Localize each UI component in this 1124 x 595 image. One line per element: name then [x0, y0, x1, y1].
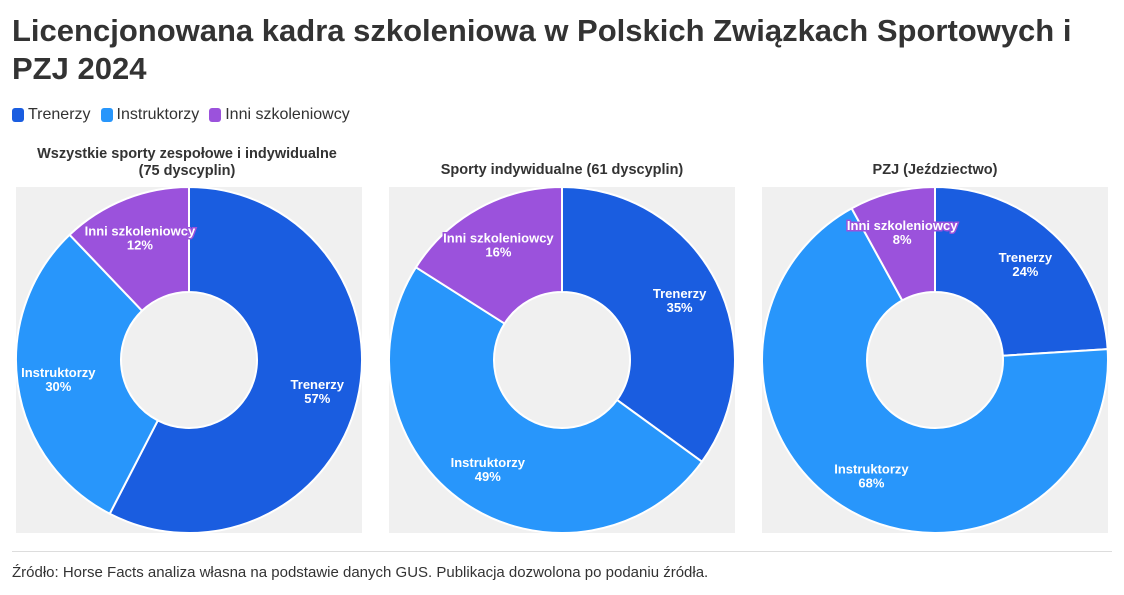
- donut-2-value-instruktorzy: 49%: [475, 469, 501, 484]
- donut-3-label-inni-szkoleniowcy: Inni szkoleniowcy: [847, 218, 958, 233]
- legend-item-instruktorzy: Instruktorzy: [100, 106, 200, 124]
- donut-1-value-trenerzy: 57%: [304, 391, 330, 406]
- donut-2-slice-trenerzy: [561, 186, 736, 463]
- donut-1-slice-trenerzy: [108, 186, 363, 534]
- legend-item-trenerzy: Trenerzy: [12, 106, 91, 124]
- donut-1-value-inni-szkoleniowcy: 12%: [127, 237, 153, 252]
- donut-3-slice-trenerzy: [934, 186, 1109, 357]
- donut-3-value-trenerzy: 24%: [1012, 264, 1038, 279]
- donut-1-label-trenerzy: Trenerzy: [291, 377, 345, 392]
- legend-label-trenerzy: Trenerzy: [28, 106, 91, 123]
- panel-3-title: PZJ (Jeździectwo): [762, 162, 1108, 179]
- panel-1-title: Wszystkie sporty zespołowe i indywidualn…: [12, 146, 362, 180]
- donut-2-slice-inni-szkoleniowcy: [414, 186, 563, 325]
- donut-2-label-instruktorzy: Instruktorzy: [451, 455, 526, 470]
- donut-2-label-trenerzy: Trenerzy: [653, 286, 707, 301]
- donut-3-slice-inni-szkoleniowcy: [850, 186, 936, 302]
- legend: Trenerzy Instruktorzy Inni szkoleniowcy: [12, 106, 360, 124]
- panel-2-title-line-1: Sporty indywidualne (61 dyscyplin): [440, 162, 684, 178]
- legend-item-inni: Inni szkoleniowcy: [209, 106, 350, 124]
- donut-1-label-inni-szkoleniowcy: Inni szkoleniowcy: [85, 223, 196, 238]
- donut-2-label-inni-szkoleniowcy: Inni szkoleniowcy: [443, 230, 554, 245]
- donut-1-label-instruktorzy: Instruktorzy: [21, 365, 96, 380]
- source-note: Źródło: Horse Facts analiza własna na po…: [12, 564, 709, 581]
- donut-3-label-instruktorzy: Instruktorzy: [834, 462, 909, 477]
- donut-2-value-trenerzy: 35%: [667, 300, 693, 315]
- donut-2-value-inni-szkoleniowcy: 16%: [485, 244, 511, 259]
- donut-3-slice-instruktorzy: [761, 207, 1109, 534]
- legend-swatch-trenerzy: [12, 108, 24, 122]
- donut-3-value-instruktorzy: 68%: [858, 476, 884, 491]
- legend-label-instruktorzy: Instruktorzy: [116, 106, 200, 123]
- donut-1-value-instruktorzy: 30%: [45, 379, 71, 394]
- legend-swatch-inni: [209, 108, 222, 122]
- panel-1-title-line-1: Wszystkie sporty zespołowe i indywidualn…: [37, 146, 337, 162]
- panel-1-title-line-2: (75 dyscyplin): [138, 163, 236, 179]
- legend-swatch-instruktorzy: [100, 108, 113, 122]
- donut-1-slice-inni-szkoleniowcy: [68, 186, 190, 312]
- donut-2-slice-instruktorzy: [387, 266, 703, 535]
- footer-divider: [12, 551, 1112, 552]
- panel-3-title-line-1: PZJ (Jeździectwo): [872, 162, 998, 178]
- chart-title: Licencjonowana kadra szkoleniowa w Polsk…: [12, 13, 1072, 86]
- donut-3-value-inni-szkoleniowcy: 8%: [893, 232, 912, 247]
- legend-label-inni: Inni szkoleniowcy: [225, 106, 350, 123]
- panel-2-title: Sporty indywidualne (61 dyscyplin): [389, 162, 735, 179]
- donut-1-slice-instruktorzy: [15, 233, 159, 515]
- donut-3-label-trenerzy: Trenerzy: [999, 250, 1053, 265]
